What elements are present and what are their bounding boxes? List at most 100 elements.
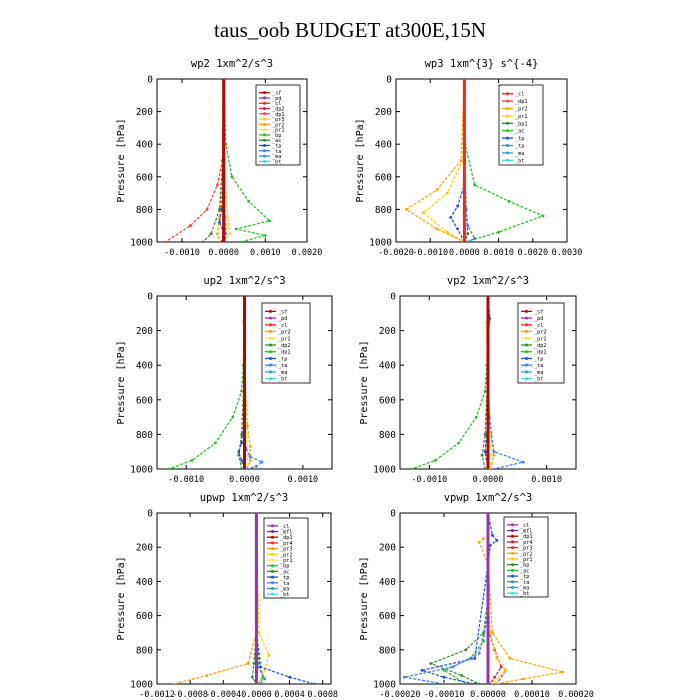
legend-marker-mfl [511, 529, 514, 533]
y-tick-label: 200 [379, 543, 396, 554]
legend-marker-pd [263, 96, 266, 100]
legend-label-cl: _cl [272, 101, 281, 107]
series-point-ta [477, 651, 481, 655]
series-point-ac [201, 240, 205, 242]
legend: _sf_pd_cl_pr2_pr1_dp2_dp1_tp_ta_ma_bt [261, 302, 311, 384]
series-line-pr2 [478, 538, 563, 684]
series-point-dp1 [213, 441, 217, 445]
series-point-pr1 [445, 230, 449, 234]
y-tick-label: 0 [390, 509, 396, 520]
x-tick-label: 0.00020 [558, 690, 594, 700]
series-point-pr1 [504, 668, 507, 672]
legend-marker-dp1 [511, 534, 514, 538]
legend-marker-pr2 [269, 330, 272, 334]
y-axis-label: Pressure [hPa] [116, 118, 127, 202]
series-line-pr3 [173, 513, 257, 684]
legend-label-dp1: _dp1 [272, 112, 285, 118]
series-group [404, 79, 545, 242]
series-point-bp [247, 199, 251, 203]
series-point-pr1 [422, 211, 425, 215]
series-point-ac [541, 214, 545, 218]
legend-label-pr2: _pr2 [280, 552, 293, 558]
y-tick-label: 1000 [130, 465, 153, 476]
series-point-dp1 [163, 240, 167, 242]
y-tick-label: 800 [136, 645, 153, 656]
legend-marker-cl [506, 92, 509, 96]
legend-marker-pr4 [271, 541, 274, 545]
series-point-tp [259, 665, 262, 669]
x-tick-label: -0.0004 [205, 690, 241, 700]
x-tick-label: -0.0010 [411, 475, 447, 485]
y-tick-label: 600 [136, 172, 153, 183]
legend-marker-ac [511, 568, 514, 572]
legend-label-tp: _tp [520, 574, 529, 580]
legend-marker-ta [263, 149, 266, 153]
legend-marker-cl [269, 323, 272, 327]
plot-frame [395, 78, 568, 243]
series-group [172, 513, 316, 684]
series-point-pr1 [445, 191, 449, 195]
x-tick-label: -0.0010 [412, 248, 448, 258]
y-tick-label: 800 [379, 430, 396, 441]
legend-label-pr1: _pr1 [280, 558, 293, 564]
y-tick-label: 200 [136, 107, 153, 118]
series-line-dp2 [238, 296, 246, 469]
legend-marker-pr2 [511, 551, 514, 555]
legend-label-pr3: _pr3 [520, 546, 533, 552]
series-point-bp [429, 662, 433, 665]
y-tick-label: 400 [375, 140, 392, 151]
series-point-pr1 [226, 216, 230, 219]
x-tick-label: -0.0010 [164, 248, 200, 258]
y-tick-label: 400 [136, 361, 153, 372]
legend-label-tp: _tp [280, 575, 289, 581]
series-point-tp [442, 675, 446, 679]
legend-marker-ta [271, 581, 274, 585]
y-tick-label: 1000 [373, 465, 396, 476]
series-line-dp2 [481, 296, 489, 469]
series-point-pr1 [490, 453, 493, 457]
legend-marker-ta [269, 363, 272, 367]
series-point-bp [238, 240, 242, 242]
series-point-pr2 [248, 459, 252, 462]
series-point-ta [260, 460, 264, 464]
legend-marker-ma [506, 151, 509, 155]
legend-label-ta: _ta [534, 363, 543, 369]
legend-label-dp2: _dp2 [534, 343, 547, 349]
legend-label-pr4: _pr4 [280, 541, 293, 547]
legend-marker-pr1 [525, 336, 528, 340]
series-point-pr2 [263, 668, 267, 672]
series-point-pr2 [492, 453, 496, 457]
series-line-ac [442, 513, 489, 684]
legend-label-ac: _ac [520, 568, 529, 574]
y-tick-label: 400 [136, 140, 153, 151]
legend-marker-pr2 [525, 330, 528, 334]
series-point-pr4 [493, 675, 496, 679]
legend-marker-bt [263, 159, 266, 163]
y-tick-label: 0 [147, 75, 153, 86]
legend-label-dp1: _dp1 [278, 350, 291, 356]
series-point-bp [234, 227, 238, 231]
legend-label-bp: _bp [272, 133, 281, 139]
series-point-dp1 [167, 467, 171, 469]
chart-panel-1: wp2 1xm^2/s^3 Pressure [hPa] 0 200 400 600 800… [116, 58, 322, 258]
legend-label-pd: _pd [278, 316, 287, 322]
series-point-ta [466, 240, 470, 242]
series-point-ac [473, 183, 477, 187]
series-point-tp [313, 682, 316, 684]
series-point-ac [442, 668, 446, 672]
legend-label-pr2: _pr2 [272, 122, 285, 128]
legend-marker-pr2 [263, 122, 266, 126]
series-line-dp1 [411, 296, 489, 469]
legend-marker-ma [271, 586, 274, 590]
y-tick-label: 600 [379, 611, 396, 622]
series-point-tp [473, 657, 477, 660]
series-line-dp1 [168, 321, 245, 469]
legend-label-dp1: _dp1 [515, 99, 528, 105]
legend-marker-ma [269, 370, 272, 374]
series-point-pr2 [491, 631, 494, 635]
series-point-dp1 [433, 459, 437, 462]
legend-label-tp: _tp [278, 356, 287, 362]
series-line-bp [429, 513, 489, 684]
legend-label-pd: _pd [272, 96, 281, 102]
legend-marker-bp [263, 133, 266, 137]
